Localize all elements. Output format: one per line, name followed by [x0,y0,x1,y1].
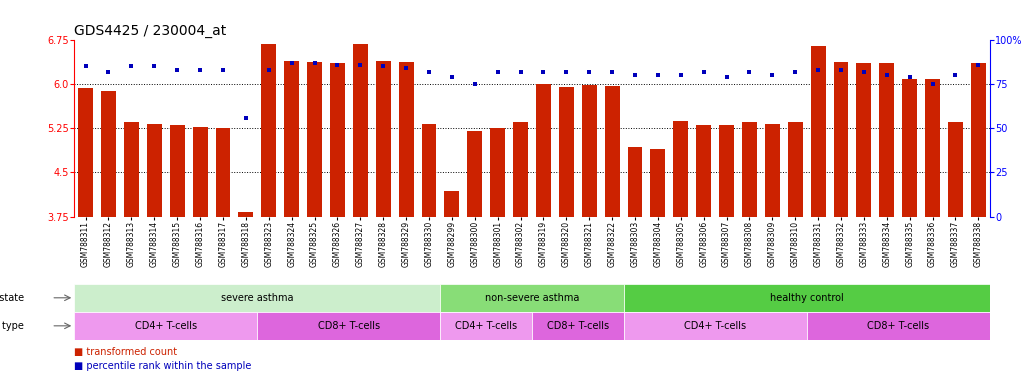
Bar [258,312,441,340]
Text: CD4+ T-cells: CD4+ T-cells [135,321,197,331]
Bar [468,131,482,217]
Bar [536,84,551,217]
Bar [74,312,258,340]
Bar [284,61,299,217]
Bar [441,312,531,340]
Bar [880,63,894,217]
Text: ■ percentile rank within the sample: ■ percentile rank within the sample [74,361,251,371]
Bar [441,284,623,312]
Text: CD4+ T-cells: CD4+ T-cells [684,321,746,331]
Bar [78,88,93,217]
Text: non-severe asthma: non-severe asthma [485,293,579,303]
Bar [902,79,917,217]
Bar [262,44,276,217]
Bar [559,87,574,217]
Bar [674,121,688,217]
Bar [376,61,390,217]
Text: cell type: cell type [0,321,24,331]
Bar [605,86,620,217]
Bar [765,124,780,217]
Bar [971,63,986,217]
Text: ■ transformed count: ■ transformed count [74,347,177,357]
Bar [582,85,596,217]
Bar [193,127,207,217]
Text: severe asthma: severe asthma [221,293,294,303]
Text: CD4+ T-cells: CD4+ T-cells [455,321,517,331]
Bar [719,125,734,217]
Bar [833,62,849,217]
Bar [238,212,253,217]
Bar [74,284,441,312]
Bar [399,62,413,217]
Bar [513,122,528,217]
Bar [623,312,806,340]
Bar [811,46,826,217]
Text: CD8+ T-cells: CD8+ T-cells [867,321,929,331]
Bar [531,312,623,340]
Text: disease state: disease state [0,293,24,303]
Bar [948,122,963,217]
Bar [170,125,184,217]
Bar [806,312,990,340]
Bar [742,122,757,217]
Bar [101,91,116,217]
Bar [696,125,711,217]
Text: healthy control: healthy control [769,293,844,303]
Bar [925,79,940,217]
Text: CD8+ T-cells: CD8+ T-cells [547,321,609,331]
Bar [330,63,345,217]
Bar [857,63,871,217]
Bar [421,124,437,217]
Bar [215,127,231,217]
Bar [353,44,368,217]
Bar [307,62,322,217]
Bar [147,124,162,217]
Bar [623,284,990,312]
Text: GDS4425 / 230004_at: GDS4425 / 230004_at [74,23,227,38]
Bar [490,128,505,217]
Bar [124,122,139,217]
Bar [788,122,802,217]
Bar [627,147,643,217]
Bar [444,191,459,217]
Text: CD8+ T-cells: CD8+ T-cells [318,321,380,331]
Bar [651,149,665,217]
